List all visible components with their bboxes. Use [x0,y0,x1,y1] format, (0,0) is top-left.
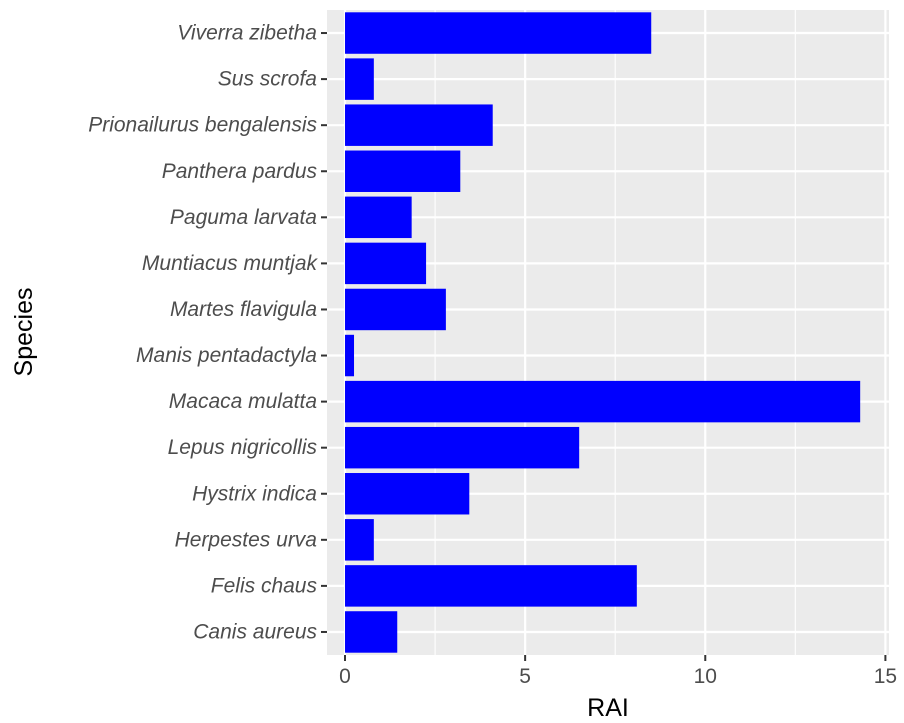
y-tick-label: Hystrix indica [192,482,317,505]
bar [345,12,652,54]
y-tick-label: Martes flavigula [170,298,317,321]
y-tick-label: Felis chaus [211,574,318,597]
y-tick-label: Paguma larvata [170,206,317,229]
bar [345,242,427,285]
y-tick-label: Muntiacus muntjak [142,252,319,275]
y-tick-label: Macaca mulatta [169,390,317,413]
bar [345,426,580,469]
y-tick-label: Herpestes urva [175,528,317,551]
bar [345,288,446,331]
bar [345,473,470,515]
bar [345,380,861,423]
x-tick-label: 15 [874,665,897,688]
bar [345,519,374,561]
x-axis-title: RAI [587,694,629,722]
y-tick-label: Lepus nigricollis [168,436,318,459]
y-axis-title: Species [10,288,38,377]
bar [345,150,461,192]
x-tick-label: 10 [694,665,717,688]
y-tick-label: Manis pentadactyla [136,344,317,367]
bar [345,611,398,653]
bar [345,58,374,100]
y-tick-label: Prionailurus bengalensis [88,114,317,137]
bar [345,565,637,607]
y-tick-label: Sus scrofa [218,68,317,91]
bar [345,104,493,146]
x-tick-label: 5 [519,665,531,688]
y-tick-label: Panthera pardus [162,160,318,183]
y-tick-label: Canis aureus [193,620,317,643]
y-tick-label: Viverra zibetha [177,22,317,45]
bar [345,334,355,377]
bar [345,196,412,239]
x-tick-label: 0 [339,665,351,688]
